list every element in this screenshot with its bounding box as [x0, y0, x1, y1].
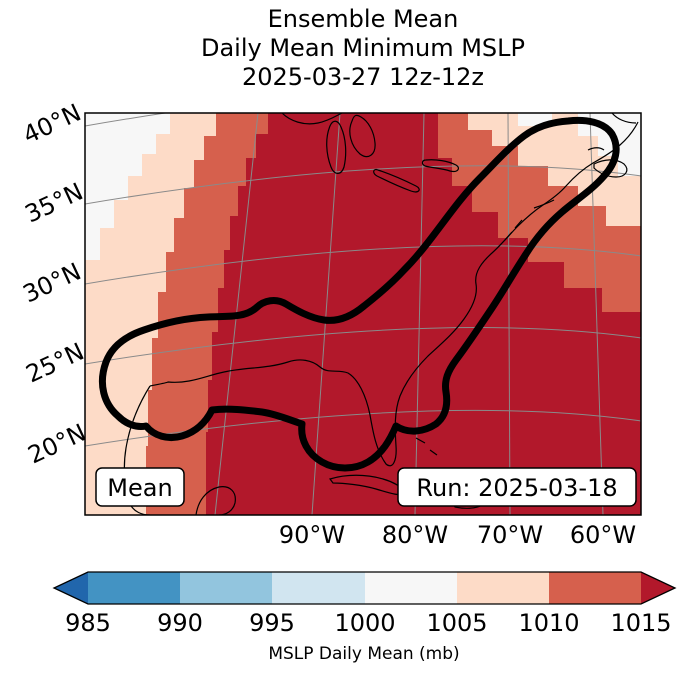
lon-label-60w: 60°W: [570, 521, 636, 549]
colorbar-tick-1010: 1010: [518, 609, 579, 637]
figure-title-line3: 2025-03-27 12z-12z: [242, 63, 484, 91]
colorbar-caption: MSLP Daily Mean (mb): [268, 644, 459, 664]
lat-label-25n: 25°N: [22, 338, 89, 389]
colorbar-tick-1005: 1005: [426, 609, 487, 637]
colorbar-tick-1000: 1000: [334, 609, 395, 637]
run-label-box: Run: 2025-03-18: [397, 467, 637, 507]
colorbar-tick-985: 985: [65, 609, 111, 637]
run-label-frame: [397, 467, 637, 507]
colorbar-segment-985-990: [88, 572, 180, 604]
colorbar-segment-990-995: [180, 572, 272, 604]
coast-pei: [587, 147, 605, 151]
figure-title-line1: Ensemble Mean: [268, 5, 459, 33]
map-border: [84, 112, 642, 516]
colorbar-tick-1015: 1015: [610, 609, 671, 637]
colorbar: 985 990 995 1000 1005 1010 1015 MSLP Dai…: [52, 571, 677, 664]
mean-label-frame: [95, 467, 185, 507]
colorbar-segment-1005-1010: [457, 572, 549, 604]
figure-title-line2: Daily Mean Minimum MSLP: [201, 34, 525, 62]
gridline-lon-70w: [507, 113, 511, 515]
coast-lake-huron: [349, 114, 376, 158]
lat-label-35n: 35°N: [21, 178, 88, 229]
map-region-ne-1005-1010: [468, 113, 641, 226]
map-region-nw-1000-1005: [85, 113, 170, 260]
coast-lake-erie: [373, 168, 420, 193]
lon-label-90w: 90°W: [279, 521, 345, 549]
gridline-lat-25n: [85, 327, 641, 365]
lat-label-30n: 30°N: [19, 258, 86, 309]
ensemble-contour: [99, 116, 620, 472]
colorbar-over-arrow: [641, 572, 675, 604]
lat-label-20n: 20°N: [24, 419, 91, 470]
coast-bahamas: [415, 437, 438, 456]
map-region-ne-1000-1005: [578, 113, 641, 176]
graticule: [85, 113, 641, 515]
coast-lake-michigan: [326, 120, 347, 174]
coast-newfoundland-edge: [611, 113, 637, 124]
gridline-lat-35n: [85, 165, 641, 205]
lat-label-40n: 40°N: [19, 99, 86, 150]
colorbar-segment-1000-1005: [365, 572, 457, 604]
lon-label-80w: 80°W: [382, 521, 448, 549]
coast-long-island: [533, 199, 555, 209]
run-label-text: Run: 2025-03-18: [416, 474, 617, 502]
colorbar-segment-995-1000: [272, 572, 365, 604]
coast-gulf-eastcoast: [149, 121, 639, 467]
colorbar-tick-995: 995: [249, 609, 295, 637]
mean-label-box: Mean: [95, 467, 185, 507]
colorbar-under-arrow: [54, 572, 88, 604]
gridline-lon-60w: [589, 113, 604, 515]
mean-label-text: Mean: [107, 474, 172, 502]
lon-label-70w: 70°W: [477, 521, 543, 549]
coast-yucatan: [195, 486, 236, 515]
colorbar-outline: [52, 571, 677, 605]
map-panel: [85, 113, 641, 515]
gridline-lat-30n: [85, 245, 641, 285]
colorbar-segment-1010-1015: [549, 572, 641, 604]
coast-chesapeake: [504, 219, 523, 241]
coast-lake-ontario: [421, 159, 460, 173]
gridline-lon-80w: [414, 113, 425, 515]
colorbar-tick-990: 990: [157, 609, 203, 637]
gridline-lon-90w: [311, 113, 341, 515]
coast-nova-scotia: [593, 159, 628, 178]
coast-lake-superior: [281, 113, 343, 125]
